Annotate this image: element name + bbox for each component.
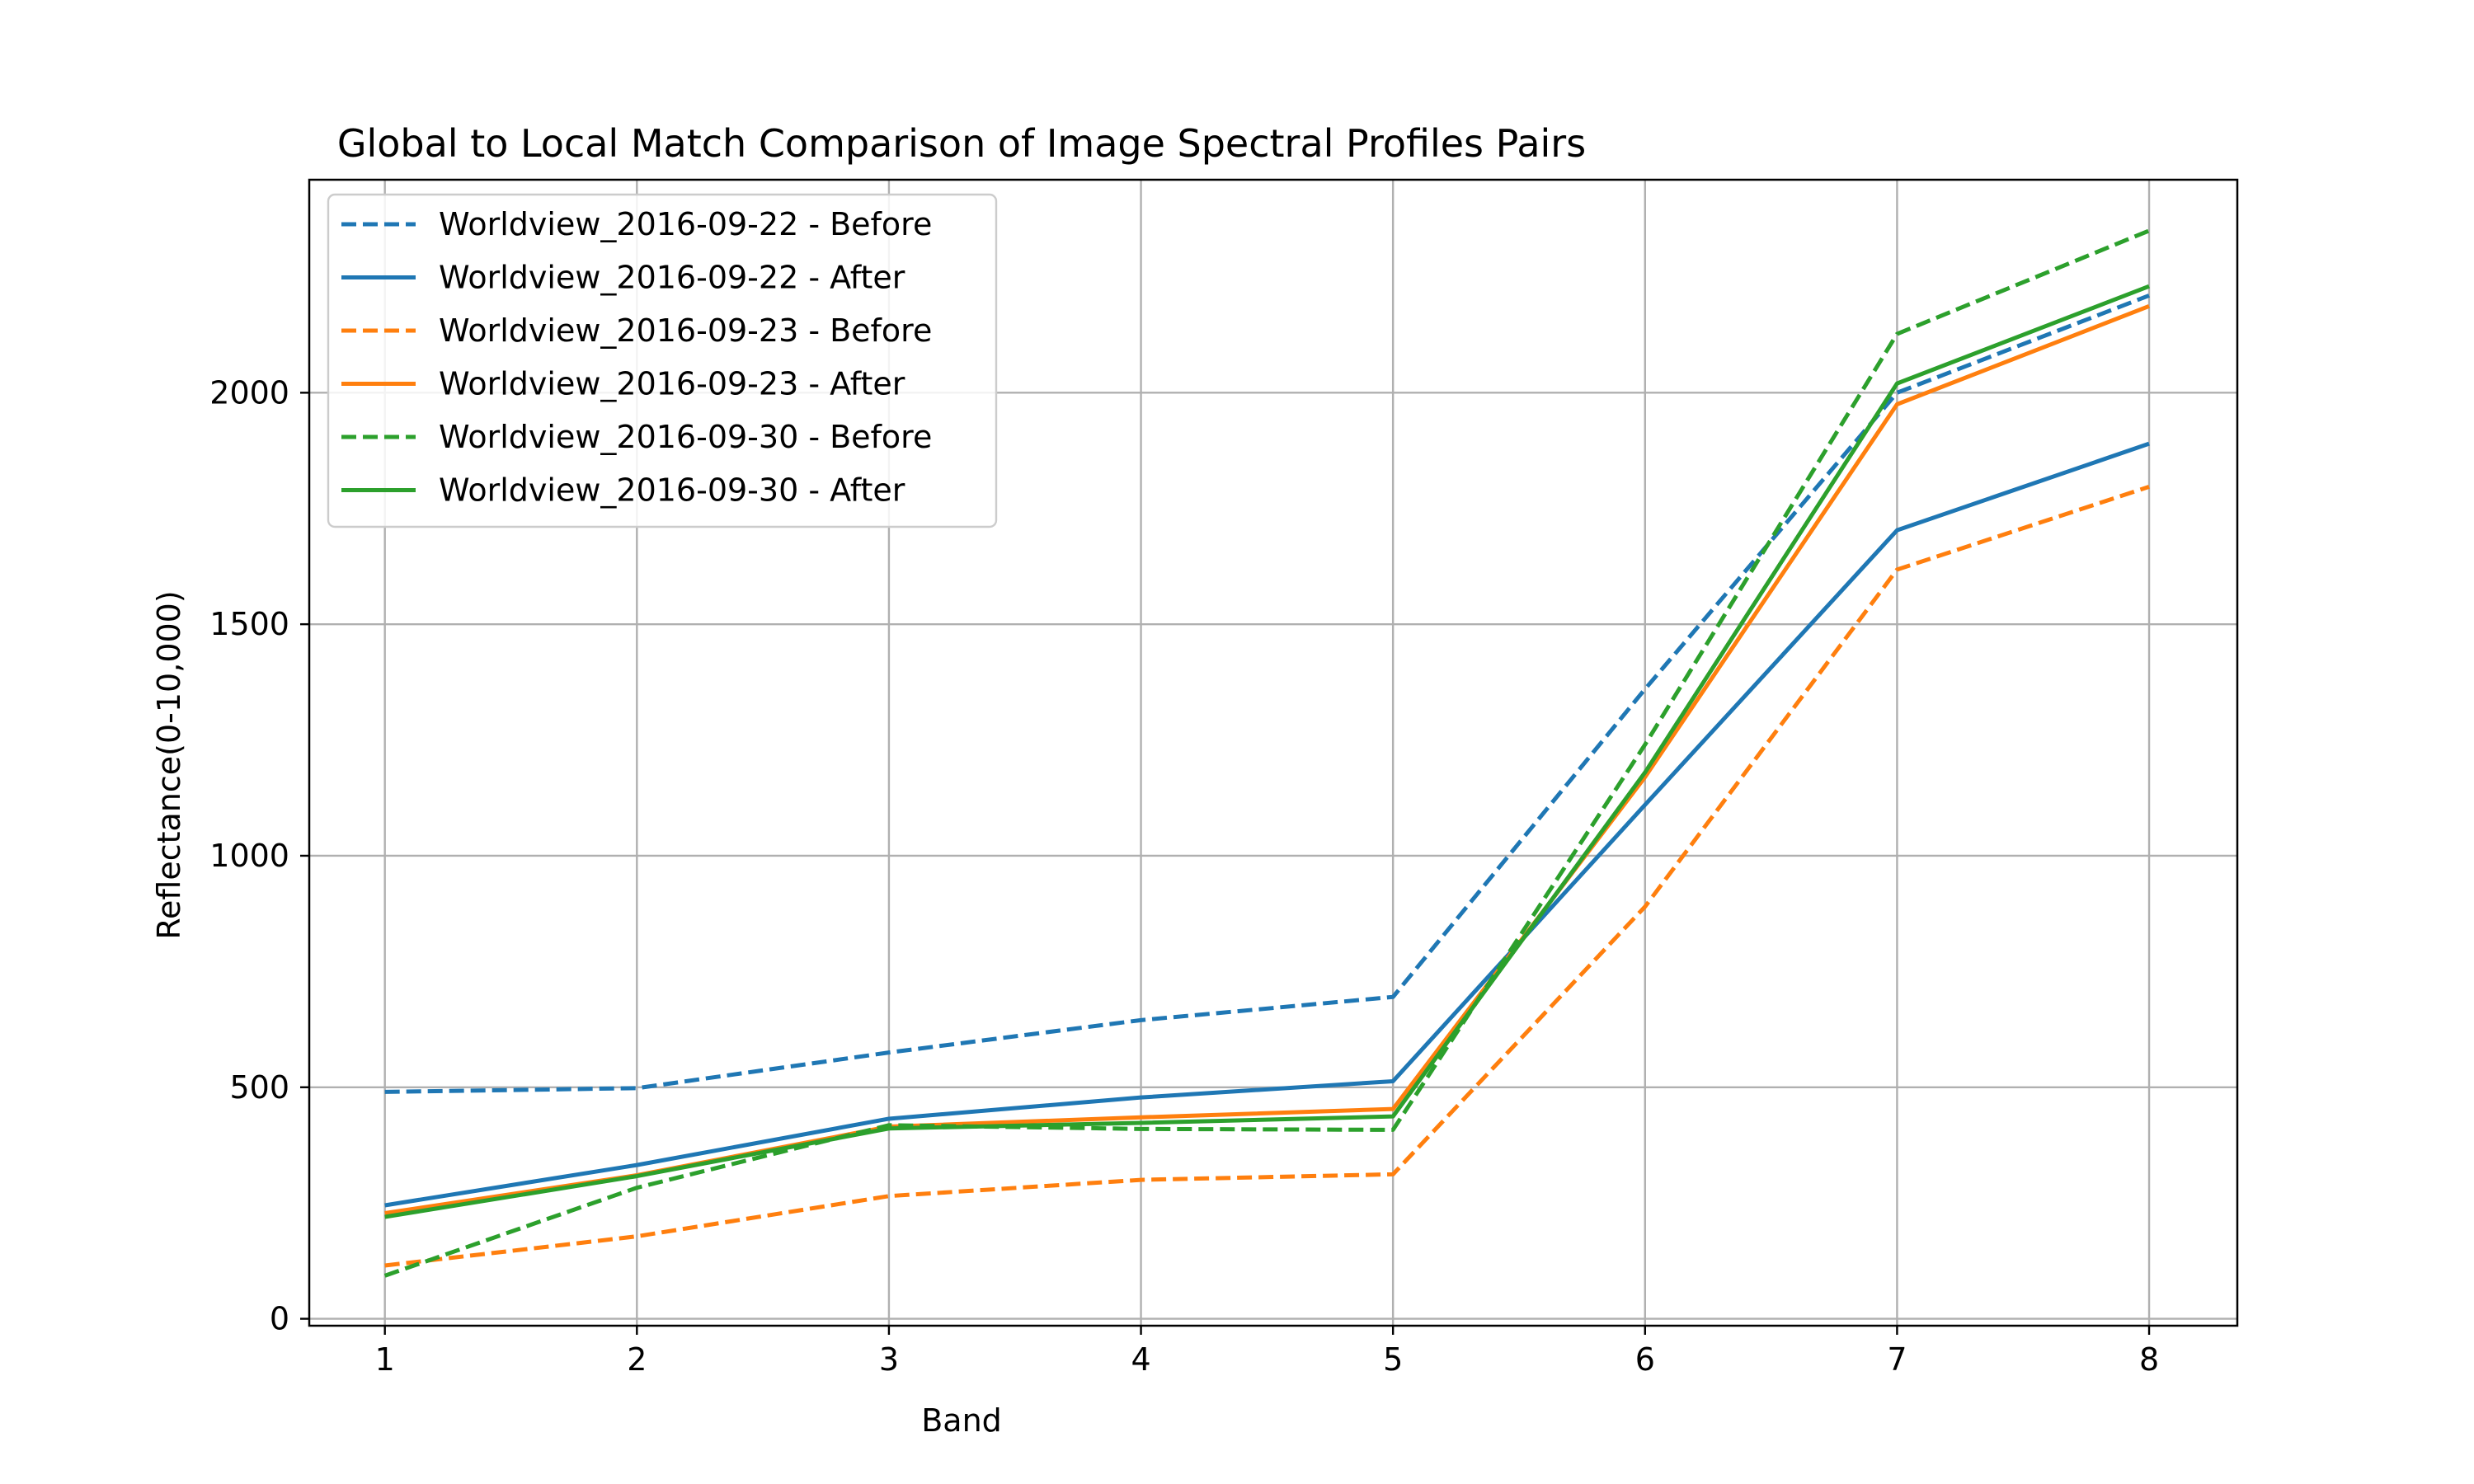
x-tick-label: 8: [2139, 1341, 2159, 1378]
legend-box: [327, 193, 998, 528]
x-tick-label: 6: [1635, 1341, 1655, 1378]
series-line-2: [384, 441, 2150, 1208]
y-tick-label: 2000: [209, 374, 289, 411]
series-line-1: [384, 294, 2150, 1094]
legend-label: Worldview_2016-09-22 - After: [439, 260, 905, 296]
y-tick-label: 1500: [209, 606, 289, 642]
x-tick-label: 7: [1887, 1341, 1907, 1378]
legend-label: Worldview_2016-09-22 - Before: [439, 206, 932, 242]
axis-ticks: 1 2 3 4 5 6 7 8 0 500 1000 1500 2000: [209, 374, 2159, 1378]
plot-frame: [308, 178, 2239, 1327]
y-tick-label: 1000: [209, 838, 289, 874]
legend-label: Worldview_2016-09-23 - Before: [439, 312, 932, 349]
y-tick-label: 0: [270, 1301, 289, 1337]
x-tick-label: 5: [1383, 1341, 1403, 1378]
legend: Worldview_2016-09-22 - Before Worldview_2…: [327, 193, 998, 528]
legend-label: Worldview_2016-09-23 - After: [439, 366, 905, 402]
x-tick-label: 3: [879, 1341, 899, 1378]
series-line-6: [384, 284, 2150, 1219]
chart-title: Global to Local Match Comparison of Imag…: [337, 121, 1586, 166]
legend-label: Worldview_2016-09-30 - After: [439, 472, 905, 509]
series-lines: [383, 228, 2150, 1278]
x-tick-label: 4: [1131, 1341, 1150, 1378]
x-axis-label: Band: [921, 1402, 1002, 1439]
y-axis-label: Reflectance(0-10,000): [151, 590, 187, 939]
series-line-5: [383, 228, 2150, 1278]
y-tick-label: 500: [229, 1069, 289, 1106]
x-tick-label: 2: [627, 1341, 647, 1378]
series-line-3: [384, 484, 2150, 1268]
legend-label: Worldview_2016-09-30 - Before: [439, 419, 932, 455]
x-tick-label: 1: [375, 1341, 395, 1378]
